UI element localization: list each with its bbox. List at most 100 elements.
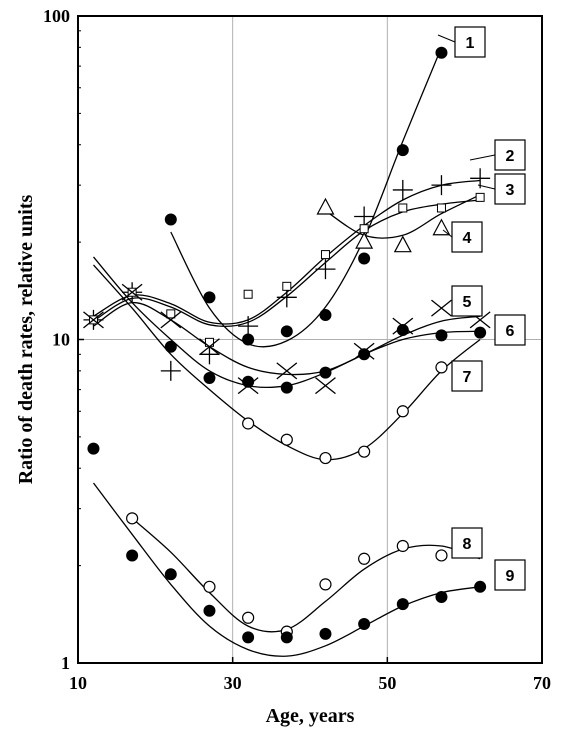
- data-point-series-1: [203, 291, 216, 304]
- data-point-series-3: [436, 203, 446, 213]
- cross-marker-b: [276, 362, 298, 380]
- series-label-4: 4: [451, 221, 483, 253]
- data-point-series-9: [87, 442, 100, 455]
- data-point-series-6: [280, 381, 293, 394]
- data-point-series-2: [238, 316, 259, 337]
- data-point-series-8: [203, 580, 216, 593]
- data-point-series-7: [435, 361, 448, 374]
- data-point-series-5: [431, 299, 452, 317]
- y-tick-label: 1: [61, 653, 70, 673]
- data-point-series-7: [319, 451, 332, 465]
- data-point-series-3: [243, 289, 253, 299]
- data-point-series-6: [358, 348, 371, 361]
- series-label-6: 6: [494, 314, 526, 346]
- data-point-series-2: [470, 168, 491, 189]
- data-point-series-4: [432, 218, 451, 236]
- data-point-series-5: [160, 311, 182, 329]
- data-point-series-8: [435, 549, 448, 562]
- series-label-number: 9: [506, 568, 515, 585]
- data-point-series-6: [203, 372, 216, 385]
- series-label-3: 3: [494, 173, 526, 205]
- fit-curves: [92, 47, 481, 657]
- data-point-series-9: [435, 590, 448, 603]
- data-point-series-2: [354, 206, 375, 227]
- data-point-series-8: [319, 578, 332, 591]
- series-label-2: 2: [494, 139, 526, 171]
- data-point-series-9: [126, 549, 139, 562]
- y-tick-label: 100: [43, 6, 70, 26]
- series-label-7: 7: [451, 360, 483, 392]
- x-tick-label: 10: [69, 673, 87, 693]
- data-point-series-2: [431, 175, 452, 196]
- series-label-5: 5: [451, 285, 483, 317]
- series-label-box: [451, 221, 483, 253]
- data-point-series-2: [315, 259, 336, 280]
- data-point-series-3: [475, 192, 485, 202]
- series-labels: 1 2 3 4 5 6 7 8 9: [437, 26, 526, 591]
- series-label-box: [451, 285, 483, 317]
- cross-marker-b: [83, 311, 104, 329]
- cross-marker-b: [199, 338, 220, 356]
- data-point-series-6: [396, 323, 409, 336]
- data-point-series-3: [359, 224, 369, 234]
- leader-line-3: [477, 184, 496, 190]
- data-point-series-5: [276, 362, 298, 380]
- data-point-series-4: [393, 235, 412, 253]
- data-point-series-9: [242, 631, 255, 644]
- y-tick-label: 10: [52, 330, 70, 350]
- data-point-series-6: [164, 340, 177, 353]
- series-label-9: 9: [494, 559, 526, 591]
- data-point-series-9: [358, 617, 371, 630]
- data-point-series-6: [242, 375, 255, 388]
- cross-marker-b: [121, 283, 143, 301]
- data-point-series-8: [126, 512, 139, 525]
- fit-curve-series-8: [131, 517, 481, 633]
- series-label-8: 8: [451, 527, 483, 559]
- data-point-series-6: [319, 366, 332, 379]
- series-label-box: [451, 360, 483, 392]
- cross-marker-b: [469, 311, 491, 329]
- series-label-number: 5: [463, 294, 472, 311]
- data-point-series-2: [199, 344, 220, 365]
- cross-marker-b: [160, 311, 182, 329]
- data-point-series-5: [199, 338, 220, 356]
- data-point-series-5: [83, 311, 104, 329]
- x-tick-label: 30: [224, 673, 242, 693]
- data-point-series-5: [315, 377, 336, 395]
- data-point-series-7: [280, 433, 293, 446]
- data-point-series-3: [166, 309, 176, 319]
- data-point-series-2: [392, 179, 413, 200]
- fit-curve-series-6: [93, 256, 481, 389]
- data-point-series-1: [435, 46, 448, 59]
- data-point-series-8: [358, 552, 371, 565]
- data-point-series-1: [242, 333, 255, 346]
- fit-curve-series-9: [92, 482, 481, 657]
- data-markers: [83, 46, 491, 644]
- data-point-series-1: [396, 144, 409, 157]
- series-label-1: 1: [454, 26, 486, 58]
- series-label-number: 3: [506, 182, 515, 199]
- fit-curve-series-5: [93, 301, 481, 376]
- data-point-series-1: [164, 213, 177, 226]
- data-point-series-9: [164, 568, 177, 581]
- data-point-series-4: [355, 231, 374, 249]
- data-point-series-7: [242, 417, 255, 430]
- x-axis-title: Age, years: [266, 705, 355, 727]
- series-label-number: 6: [506, 323, 515, 340]
- series-label-box: [494, 559, 526, 591]
- data-point-series-1: [319, 309, 332, 322]
- series-label-number: 2: [506, 148, 515, 165]
- series-label-number: 4: [463, 230, 472, 247]
- grid-layer: [78, 16, 542, 663]
- data-point-series-8: [242, 611, 255, 624]
- data-point-series-7: [358, 445, 371, 458]
- data-point-series-8: [396, 539, 409, 553]
- cross-marker-b: [431, 299, 452, 317]
- leader-line-2: [469, 154, 496, 161]
- series-label-number: 1: [466, 35, 475, 52]
- data-point-series-9: [280, 631, 293, 644]
- data-point-series-3: [398, 203, 408, 213]
- leader-line-4: [442, 229, 453, 238]
